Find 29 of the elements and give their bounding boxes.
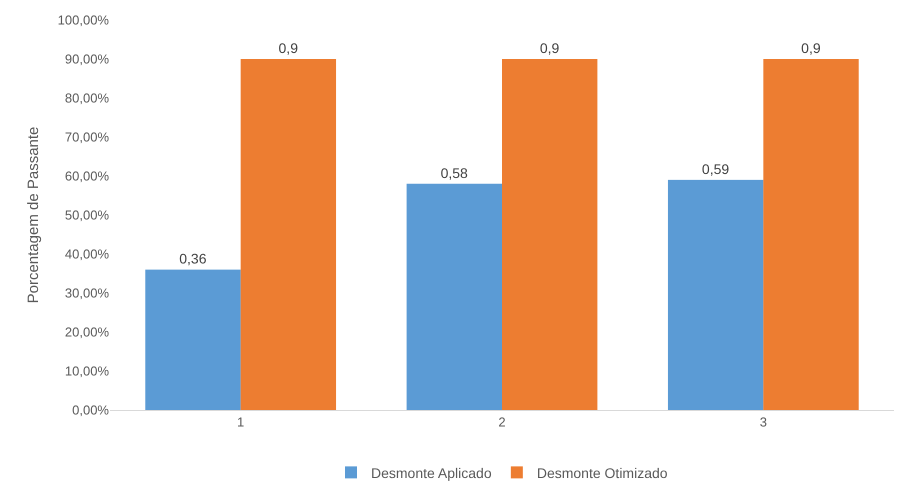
data-label: 0,58 [440,164,468,181]
y-tick-label: 100,00% [58,12,110,28]
data-label: 0,36 [179,250,207,267]
bar [145,270,241,410]
data-label: 0,9 [278,40,298,56]
y-tick-label: 80,00% [64,90,110,106]
bar [668,180,764,410]
bar [406,184,502,410]
data-label: 0,9 [801,40,821,56]
bar [240,59,336,410]
y-tick-label: 50,00% [64,208,110,223]
y-axis-title: Porcentagem de Passante [24,126,42,304]
y-tick-label: 40,00% [64,246,110,262]
x-tick-label: 3 [760,414,767,430]
bar [763,59,859,410]
bar [502,59,598,410]
y-tick-label: 20,00% [64,324,110,340]
y-tick-label: 60,00% [64,168,110,184]
y-tick-label: 70,00% [64,130,110,145]
y-tick-label: 30,00% [64,286,110,301]
x-tick-label: 1 [237,414,244,430]
y-tick-label: 0,00% [72,402,110,418]
data-label: 0,59 [702,160,730,177]
data-label: 0,9 [540,40,560,56]
legend-label: Desmonte Otimizado [536,464,668,481]
y-tick-label: 90,00% [64,52,110,67]
legend-label: Desmonte Aplicado [371,464,492,481]
y-tick-label: 10,00% [64,364,110,379]
x-tick-label: 2 [498,414,506,430]
